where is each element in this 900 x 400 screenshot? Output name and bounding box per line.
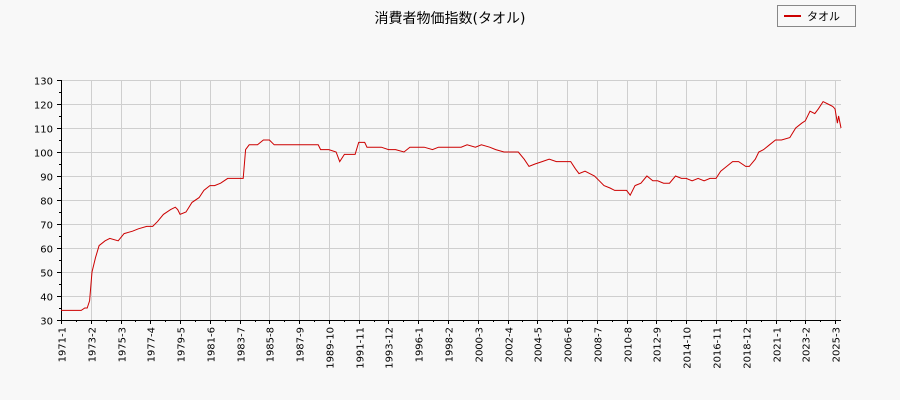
grid	[61, 80, 841, 321]
y-tick-label: 70	[40, 221, 53, 232]
y-tick-label: 40	[40, 293, 53, 304]
x-tick-label: 2018-12	[743, 327, 754, 369]
legend: タオル	[777, 5, 856, 27]
x-tick-label: 1975-3	[118, 327, 129, 362]
x-tick-label: 2008-7	[594, 327, 605, 362]
y-tick-label: 110	[34, 125, 53, 136]
x-tick-label: 1981-6	[207, 327, 218, 362]
x-tick-labels: 1971-1 1973-2 1975-3 1977-4 1979-5 1981-6 1983…	[58, 327, 843, 369]
x-tick-label: 1998-2	[445, 327, 456, 362]
y-tick-label: 60	[40, 245, 53, 256]
chart-title: 消費者物価指数(タオル)	[375, 11, 526, 27]
x-tick-label: 2006-6	[564, 327, 575, 362]
x-tick-label: 2010-8	[624, 327, 635, 362]
x-tick-label: 1985-8	[266, 327, 277, 362]
x-tick-label: 2016-11	[713, 327, 724, 369]
x-tick-label: 1971-1	[58, 327, 69, 362]
y-tick-label: 50	[40, 269, 53, 280]
axes	[57, 80, 841, 324]
x-tick-label: 2025-3	[832, 327, 843, 362]
x-tick-label: 2012-9	[653, 327, 664, 362]
x-tick-label: 1977-4	[147, 327, 158, 362]
x-tick-label: 2023-2	[802, 327, 813, 362]
y-tick-label: 130	[34, 77, 53, 88]
x-tick-label: 1973-2	[88, 327, 99, 362]
x-tick-label: 1987-9	[296, 327, 307, 362]
y-tick-label: 80	[40, 197, 53, 208]
x-tick-label: 2000-3	[475, 327, 486, 362]
x-tick-label: 1991-11	[356, 327, 367, 369]
x-tick-label: 1996-1	[415, 327, 426, 362]
y-tick-label: 30	[40, 317, 53, 328]
series-group	[61, 100, 842, 311]
x-tick-label: 1983-7	[237, 327, 248, 362]
x-tick-label: 2002-4	[505, 327, 516, 362]
x-tick-label: 2004-5	[534, 327, 545, 362]
x-tick-label: 2014-10	[683, 327, 694, 369]
legend-box	[777, 5, 856, 27]
x-tick-label: 2021-1	[773, 327, 784, 362]
x-tick-label: 1979-5	[177, 327, 188, 362]
y-tick-labels: 30 40 50 60 70 80 90 100 110 120 130	[34, 77, 53, 328]
y-tick-label: 120	[34, 101, 53, 112]
legend-label: タオル	[807, 10, 840, 23]
series-line	[61, 100, 842, 311]
x-tick-label: 1993-12	[385, 327, 396, 369]
x-tick-label: 1989-10	[326, 327, 337, 369]
y-tick-label: 100	[34, 149, 53, 160]
y-tick-label: 90	[40, 173, 53, 184]
